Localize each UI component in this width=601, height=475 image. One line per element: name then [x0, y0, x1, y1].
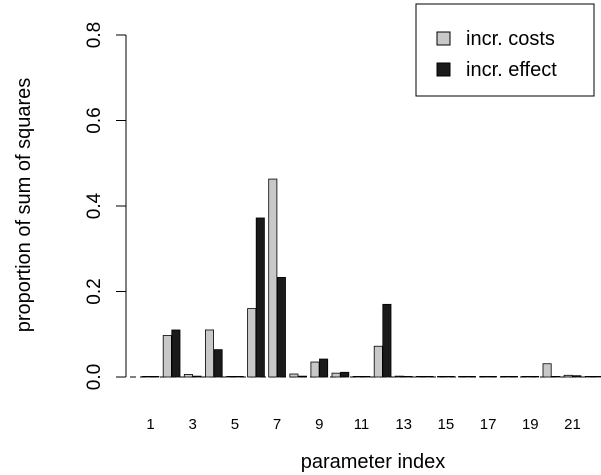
bar-incr-effect	[487, 375, 497, 378]
bar-incr-costs	[247, 308, 257, 378]
bar-incr-costs	[204, 329, 214, 378]
legend-label-incr-effect: incr. effect	[466, 59, 557, 81]
x-tick-label: 13	[395, 416, 412, 433]
bar-incr-effect	[192, 375, 202, 378]
bar-incr-effect	[276, 276, 286, 378]
bar-incr-costs	[394, 375, 404, 378]
bar-incr-costs	[373, 345, 383, 378]
bar-incr-effect	[255, 217, 265, 378]
x-tick-label: 15	[438, 416, 455, 433]
x-tick-label: 11	[354, 416, 370, 433]
legend-label-incr-costs: incr. costs	[466, 28, 555, 50]
bar-incr-costs	[310, 361, 320, 378]
bar-incr-costs	[141, 375, 151, 378]
bar-incr-effect	[445, 375, 455, 378]
y-tick-label: 0.6	[84, 107, 105, 133]
bar-incr-effect	[403, 375, 413, 378]
y-tick-label: 0.8	[84, 22, 105, 48]
bar-incr-effect	[361, 375, 371, 378]
bar-incr-costs	[268, 178, 278, 378]
bars	[141, 178, 601, 378]
bar-incr-effect	[572, 375, 582, 378]
x-tick-label: 7	[273, 416, 281, 433]
y-axis-title: proportion of sum of squares	[13, 78, 35, 333]
bar-incr-costs	[331, 372, 341, 378]
legend: incr. costs incr. effect	[415, 3, 595, 97]
bar-incr-effect	[593, 375, 601, 378]
bar-incr-costs	[437, 375, 447, 378]
bar-incr-effect	[319, 358, 329, 378]
bar-incr-effect	[382, 303, 392, 378]
bar-incr-effect	[508, 375, 518, 378]
x-tick-label: 21	[564, 416, 581, 433]
bar-incr-effect	[297, 375, 307, 378]
bar-incr-effect	[530, 375, 540, 378]
legend-box	[415, 3, 595, 97]
x-axis-title: parameter index	[301, 451, 446, 473]
bar-incr-costs	[226, 375, 236, 378]
x-tick-label: 9	[315, 416, 323, 433]
x-tick-label: 3	[189, 416, 197, 433]
bar-incr-effect	[150, 375, 160, 378]
plot-area: 0.00.20.40.60.8 1 3 5 7 9 11 13 15 17 19 21	[84, 22, 601, 433]
x-tick-label: 19	[522, 416, 539, 433]
y-tick-label: 0.2	[84, 278, 105, 304]
bar-incr-costs	[584, 375, 594, 378]
legend-swatch-incr-costs	[436, 31, 451, 46]
bar-incr-costs	[415, 375, 425, 378]
bar-incr-costs	[183, 374, 193, 378]
y-tick-label: 0.4	[84, 192, 105, 219]
bar-incr-effect	[340, 371, 350, 378]
bar-incr-costs	[563, 374, 573, 378]
x-tick-label: 17	[480, 416, 497, 433]
bar-incr-costs	[542, 363, 552, 378]
x-tick-label: 5	[231, 416, 239, 433]
bar-incr-effect	[424, 375, 434, 378]
legend-swatch-incr-effect	[436, 62, 451, 77]
bar-incr-costs	[521, 375, 531, 378]
bar-incr-effect	[234, 375, 244, 378]
x-tick-label: 1	[146, 416, 154, 433]
bar-incr-effect	[551, 375, 561, 378]
bar-incr-costs	[352, 375, 362, 378]
bar-incr-costs	[289, 373, 299, 378]
bar-incr-costs	[162, 335, 172, 378]
bar-incr-costs	[458, 375, 468, 378]
bar-incr-effect	[213, 349, 223, 378]
y-tick-label: 0.0	[84, 364, 105, 390]
bar-incr-costs	[479, 375, 489, 378]
bar-incr-costs	[500, 375, 510, 378]
bar-incr-effect	[466, 375, 476, 378]
y-axis-ticks: 0.0 0.2 0.4 0.6 0.8	[84, 22, 126, 390]
bar-incr-effect	[171, 329, 181, 378]
x-axis-tick-labels: 1 3 5 7 9 11 13 15 17 19 21	[146, 416, 581, 433]
